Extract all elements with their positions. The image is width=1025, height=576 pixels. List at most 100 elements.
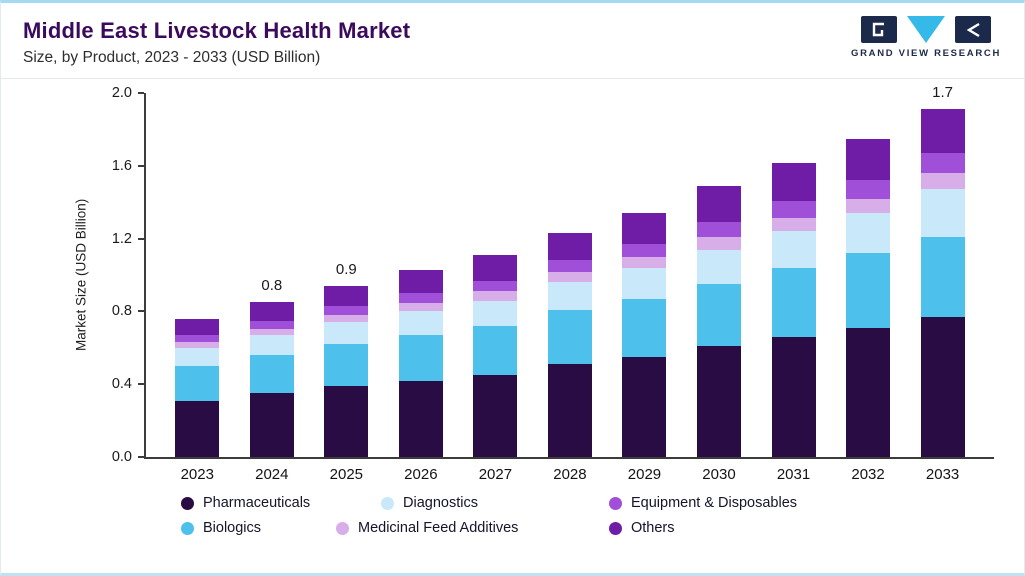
bar-segment-medicinal-feed-additives (249, 328, 294, 336)
bar-segment-biologics (473, 325, 518, 376)
bar-segment-biologics (324, 344, 369, 387)
y-tick-mark (138, 456, 144, 458)
logo-g-icon (872, 22, 884, 36)
bar-segment-pharmaceuticals (622, 356, 667, 457)
logo-shapes (861, 16, 991, 43)
bar-2027 (473, 255, 518, 457)
bar-segment-equipment-disposables (324, 305, 369, 316)
bar-segment-others (324, 285, 369, 306)
bar-segment-equipment-disposables (622, 244, 667, 257)
bar-value-label-2024: 0.8 (261, 277, 283, 295)
x-tick-label-2032: 2032 (851, 466, 885, 483)
bar-segment-biologics (622, 298, 667, 357)
legend-label: Pharmaceuticals (203, 495, 311, 511)
bar-segment-medicinal-feed-additives (696, 236, 741, 250)
legend-label: Equipment & Disposables (631, 495, 798, 511)
y-tick-mark (138, 383, 144, 386)
bar-value-label-2025: 0.9 (335, 260, 357, 278)
bar-segment-pharmaceuticals (696, 345, 741, 457)
bar-2025: 0.9 (324, 261, 369, 457)
bar-segment-others (249, 302, 294, 321)
x-tick-label-2033: 2033 (925, 466, 960, 483)
page-subtitle: Size, by Product, 2023 - 2033 (USD Billi… (23, 49, 321, 66)
bar-segment-diagnostics (398, 311, 443, 336)
bar-segment-medicinal-feed-additives (846, 198, 891, 214)
bar-2023 (175, 318, 220, 457)
bar-2031 (771, 163, 816, 457)
logo-square-left (861, 16, 897, 43)
x-tick-label-2028: 2028 (553, 466, 587, 483)
legend-label: Diagnostics (403, 495, 478, 511)
bar-segment-equipment-disposables (547, 260, 592, 273)
x-tick-label-2026: 2026 (404, 466, 438, 483)
bar-segment-equipment-disposables (175, 335, 220, 343)
bars-container: 0.8 0.9 1.7 (146, 84, 994, 457)
bar-segment-others (920, 109, 965, 154)
bar-segment-diagnostics (622, 267, 667, 299)
bar-segment-pharmaceuticals (473, 375, 518, 457)
legend-dot-others (609, 521, 622, 535)
x-tick-label-2030: 2030 (702, 466, 736, 483)
page-title: Middle East Livestock Health Market (23, 18, 411, 43)
bar-2028 (547, 233, 592, 457)
bar-segment-diagnostics (696, 249, 741, 285)
bar-segment-others (771, 163, 816, 202)
plot-area: Market Size (USD Billion) 0.0 0.4 0.8 1.2 1.… (74, 84, 994, 465)
legend-dot-medicinal-feed-additives (336, 521, 349, 535)
y-tick-label: 1.2 (111, 230, 132, 247)
bar-segment-others (473, 255, 518, 281)
y-tick-label: 0.8 (111, 303, 132, 320)
grand-view-research-logo: GRAND VIEW RESEARCH (851, 16, 1000, 59)
y-tick-mark (138, 310, 144, 313)
bar-segment-diagnostics (175, 347, 220, 367)
legend-item-medicinal-feed-additives: Medicinal Feed Additives (336, 520, 609, 536)
y-tick-mark (138, 92, 144, 94)
y-tick-mark (138, 237, 144, 240)
y-tick-label: 0.4 (111, 376, 132, 393)
bar-segment-medicinal-feed-additives (175, 342, 220, 348)
legend-dot-equipment-disposables (609, 496, 622, 510)
legend-label: Medicinal Feed Additives (358, 520, 519, 536)
bar-segment-pharmaceuticals (324, 386, 369, 457)
bar-segment-diagnostics (547, 282, 592, 310)
header: Middle East Livestock Health Market Size… (1, 3, 1024, 79)
bar-2024: 0.8 (249, 277, 294, 457)
bar-segment-equipment-disposables (846, 180, 891, 199)
bar-segment-others (175, 318, 220, 336)
bar-segment-others (622, 213, 667, 245)
logo-chevron-icon (966, 22, 980, 37)
legend-row-2: Biologics Medicinal Feed Additives Others (181, 520, 1024, 536)
bar-segment-pharmaceuticals (398, 380, 443, 457)
bar-segment-pharmaceuticals (547, 364, 592, 457)
bar-value-label-2033: 1.7 (932, 84, 954, 102)
bar-segment-biologics (249, 355, 294, 394)
legend-item-others: Others (609, 520, 675, 536)
bar-segment-equipment-disposables (249, 320, 294, 329)
x-tick-label-2025: 2025 (329, 466, 364, 483)
legend: Pharmaceuticals Diagnostics Equipment & Di… (1, 495, 1024, 536)
bar-segment-equipment-disposables (920, 153, 965, 174)
bar-2032 (846, 138, 891, 457)
legend-dot-biologics (181, 521, 194, 535)
bar-segment-medicinal-feed-additives (324, 315, 369, 323)
bar-2029 (622, 213, 667, 457)
y-axis-title: Market Size (USD Billion) (73, 198, 89, 352)
bar-segment-medicinal-feed-additives (398, 303, 443, 312)
bar-segment-pharmaceuticals (920, 316, 965, 457)
bar-segment-others (696, 185, 741, 223)
bar-segment-medicinal-feed-additives (622, 256, 667, 268)
bar-segment-diagnostics (324, 322, 369, 345)
bar-segment-pharmaceuticals (771, 336, 816, 457)
legend-dot-diagnostics (381, 496, 394, 510)
bar-segment-others (398, 269, 443, 294)
bar-segment-pharmaceuticals (175, 400, 220, 457)
bar-segment-biologics (547, 309, 592, 365)
bar-segment-medicinal-feed-additives (771, 217, 816, 232)
bar-2033: 1.7 (920, 84, 965, 457)
bar-segment-medicinal-feed-additives (473, 291, 518, 301)
bar-segment-diagnostics (771, 231, 816, 268)
x-tick-label-2024: 2024 (255, 466, 289, 483)
bar-segment-biologics (696, 284, 741, 346)
bar-segment-biologics (846, 253, 891, 328)
bar-segment-biologics (920, 236, 965, 317)
